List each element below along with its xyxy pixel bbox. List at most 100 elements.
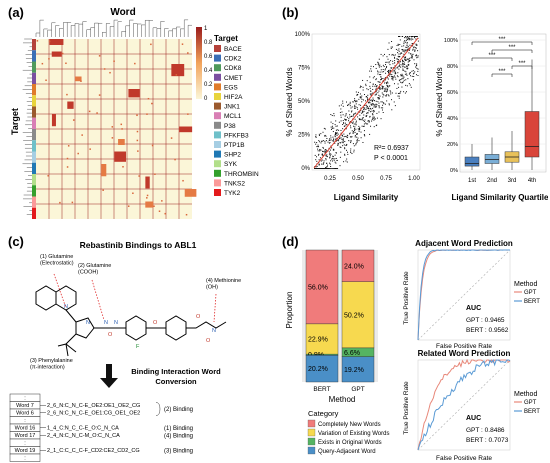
scatter-point (363, 107, 365, 109)
atom-n5: N (212, 328, 216, 334)
scatter-point (383, 88, 385, 90)
scatter-point (382, 86, 384, 88)
scatter-point (348, 122, 350, 124)
scatter-point (412, 79, 414, 81)
scatter-point (324, 128, 326, 130)
scatter-point (385, 87, 387, 89)
heatmap-cell (134, 62, 136, 65)
scatter-point (318, 164, 320, 166)
scatter-point (366, 107, 368, 109)
scatter-point (341, 141, 343, 143)
scatter-ytick: 0% (301, 166, 310, 172)
scatter-point (335, 139, 337, 141)
scatter-point (383, 86, 385, 88)
scatter-point (358, 118, 360, 120)
target-legend-label: EGS (224, 84, 238, 91)
scatter-point (394, 72, 396, 74)
scatter-point (394, 60, 396, 62)
p-text: P < 0.0001 (374, 155, 408, 162)
box-ytick: 40% (447, 116, 458, 122)
scatter-point (321, 159, 323, 161)
scatter-point (356, 93, 358, 95)
scatter-point (401, 52, 403, 54)
scatter-point (361, 101, 363, 103)
heatmap-cell (137, 150, 139, 152)
scatter-point (367, 94, 369, 96)
scatter-point (370, 111, 372, 113)
target-legend-swatch (214, 121, 221, 129)
word-string: 2_4_N:C_N_C-M_O:C_N_CA (47, 433, 120, 439)
scatter-point (326, 154, 328, 156)
target-legend-swatch (214, 179, 221, 187)
scatter-point (403, 57, 405, 59)
scatter-point (343, 133, 345, 135)
scatter-point (409, 38, 411, 40)
word-cell (9, 453, 41, 462)
scatter-point (365, 123, 367, 125)
scatter-point (407, 48, 409, 50)
scatter-point (387, 94, 389, 96)
scatter-point (330, 139, 332, 141)
scatter-point (353, 129, 355, 131)
heatmap-cell (170, 137, 173, 139)
scatter-point (348, 118, 350, 120)
scatter-point (316, 165, 318, 167)
scatter-point (346, 136, 348, 138)
scatter-point (372, 99, 374, 101)
box-ytick: 0% (450, 168, 458, 174)
scatter-point (402, 66, 404, 68)
scatter-point (392, 60, 394, 62)
scatter-point (371, 119, 373, 121)
scatter-point (358, 129, 360, 131)
scatter-point (387, 69, 389, 71)
rebastinib-title: Rebastinib Bindings to ABL1 (80, 240, 197, 250)
scatter-point (413, 36, 415, 37)
scatter-point (363, 110, 365, 112)
scatter-point (394, 76, 396, 78)
heatmap-cell (164, 212, 166, 215)
scatter-point (364, 104, 366, 106)
scatter-point (325, 154, 327, 156)
target-legend-swatch (214, 189, 221, 196)
scatter-point (415, 74, 417, 76)
scatter-point (391, 77, 393, 79)
scatter-point (411, 43, 413, 45)
scatter-point (378, 65, 380, 67)
scatter-point (366, 114, 368, 116)
scatter-point (386, 90, 388, 92)
scatter-point (375, 91, 377, 93)
target-legend-swatch (214, 169, 221, 177)
target-strip-egs (32, 84, 36, 96)
target-legend-label: THROMBIN (224, 171, 259, 178)
scatter-point (354, 107, 356, 109)
scatter-point (320, 168, 322, 169)
scatter-point (376, 104, 378, 106)
scatter-point (408, 49, 410, 51)
scatter-point (329, 156, 331, 158)
annotation-glutamine-1: (1) Glutamine (Electrostatic) (40, 254, 74, 267)
scatter-point (398, 56, 400, 58)
scatter-point (398, 36, 400, 37)
heatmap-cell (103, 68, 106, 70)
scatter-point (358, 119, 360, 121)
scatter-point (396, 75, 398, 77)
scatter-point (354, 104, 356, 106)
scatter-point (329, 163, 331, 165)
scatter-point (342, 105, 344, 107)
scatter-point (375, 106, 377, 108)
scatter-point (316, 142, 318, 144)
scatter-point (410, 86, 412, 88)
scatter-point (372, 103, 374, 105)
scatter-point (344, 148, 346, 150)
scatter-point (324, 140, 326, 142)
scatter-point (333, 139, 335, 141)
scatter-point (320, 168, 322, 169)
scatter-point (408, 47, 410, 49)
scatter-point (375, 105, 377, 107)
scatter-point (345, 119, 347, 121)
scatter-point (412, 48, 414, 50)
scatter-point (342, 141, 344, 143)
scatter-point (345, 144, 347, 146)
scatter-point (357, 116, 359, 118)
scatter-point (396, 45, 398, 47)
